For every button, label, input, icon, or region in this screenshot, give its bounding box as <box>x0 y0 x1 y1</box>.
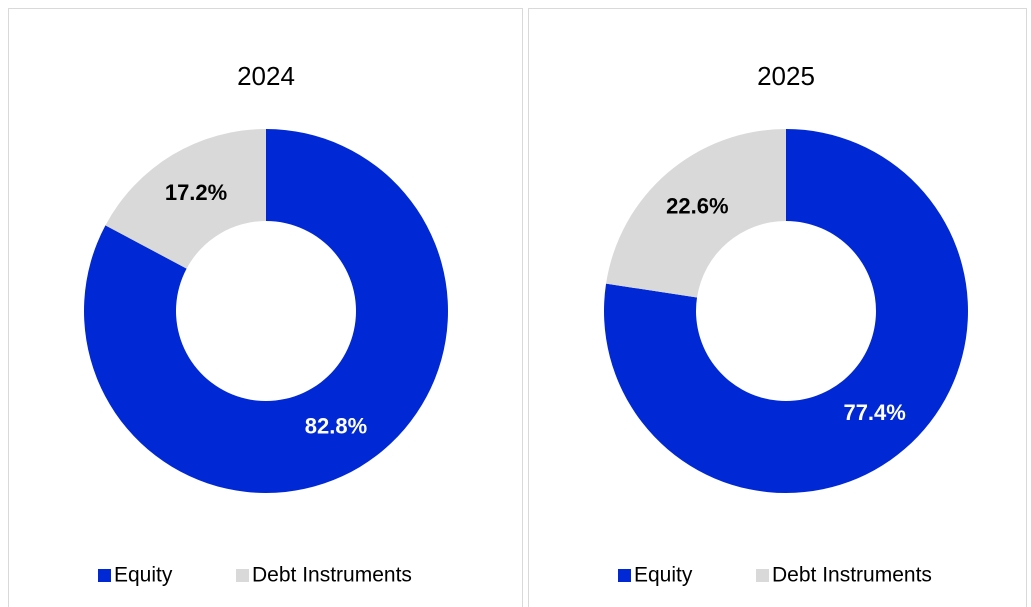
legend-label: Debt Instruments <box>252 564 412 587</box>
data-label: 82.8% <box>305 413 367 438</box>
donut-slice <box>84 129 449 493</box>
legend-label: Equity <box>114 564 173 587</box>
legend-swatch <box>98 569 111 582</box>
legend-label: Equity <box>634 564 693 587</box>
legend-label: Debt Instruments <box>772 564 932 587</box>
legend-swatch <box>236 569 249 582</box>
donut-slice <box>105 129 266 269</box>
chart-title: 2025 <box>757 61 815 91</box>
donut-slice <box>604 129 968 493</box>
data-label: 17.2% <box>165 180 227 205</box>
donut-slice <box>606 129 786 298</box>
chart-title: 2024 <box>237 61 295 91</box>
data-label: 22.6% <box>666 194 728 219</box>
legend-swatch <box>618 569 631 582</box>
data-label: 77.4% <box>843 400 905 425</box>
legend-swatch <box>756 569 769 582</box>
